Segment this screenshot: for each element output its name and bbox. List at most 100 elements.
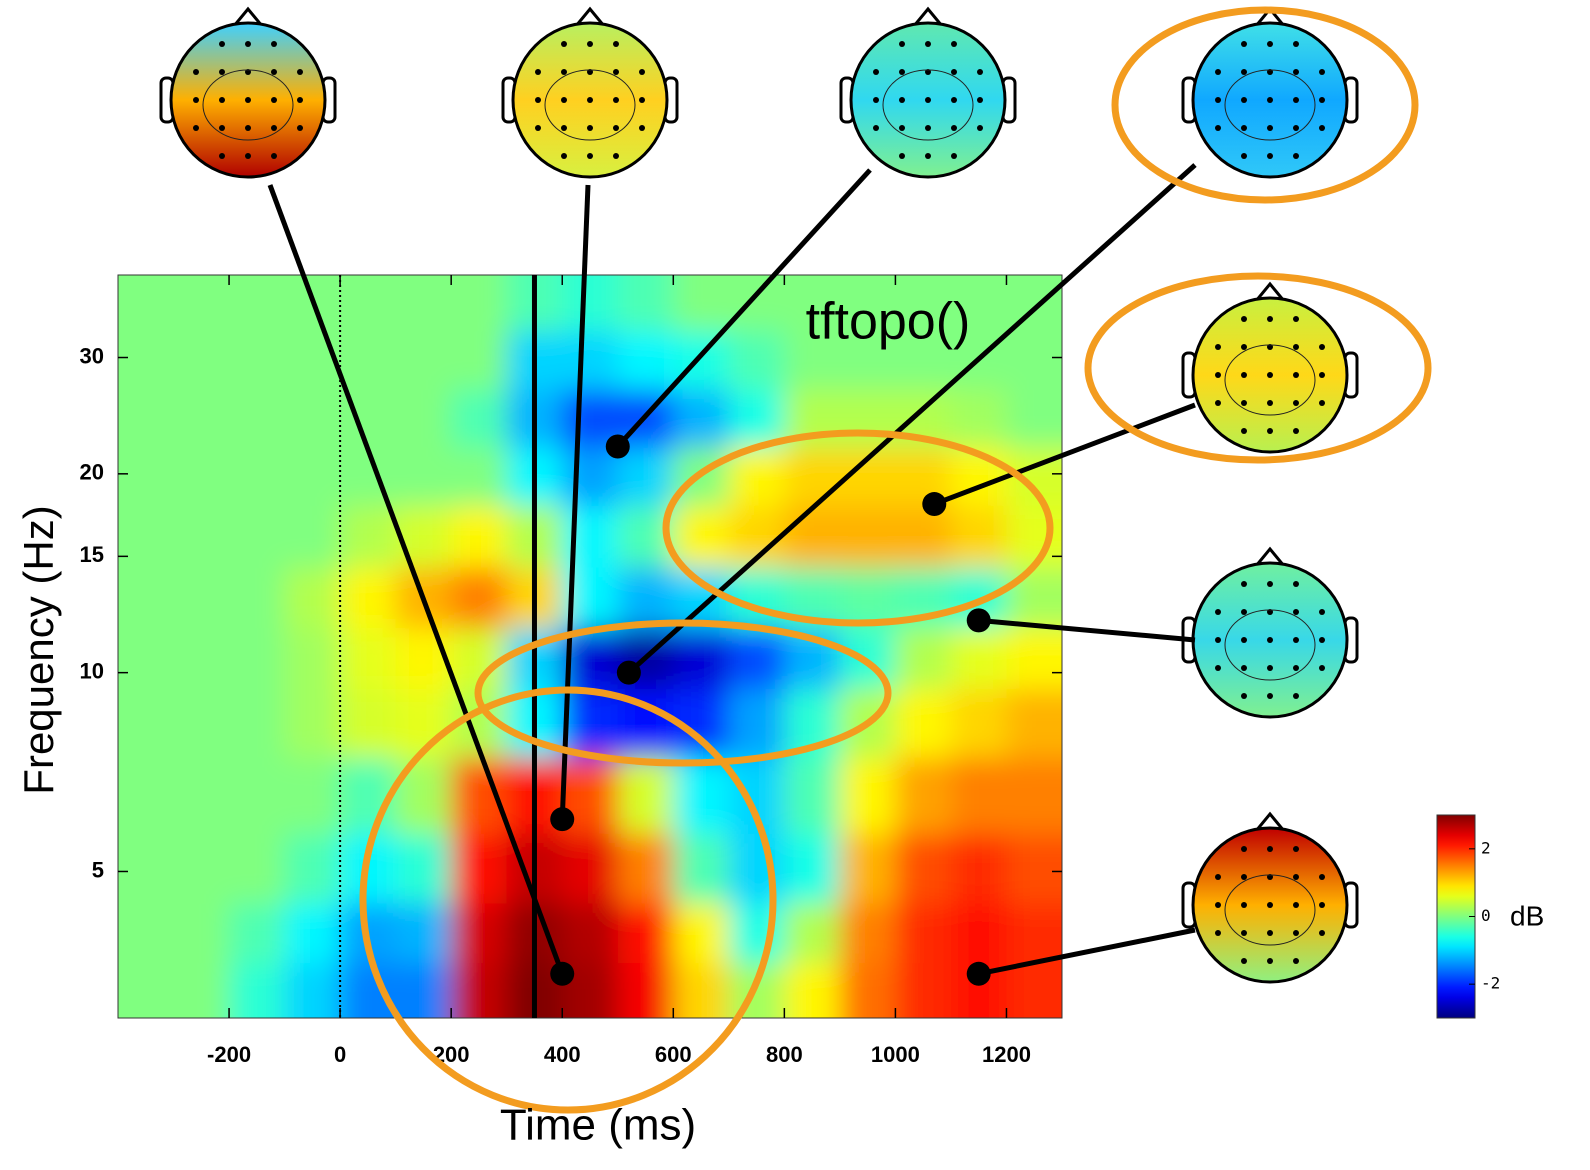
electrode (639, 69, 645, 75)
electrode (271, 41, 277, 47)
electrode (587, 41, 593, 47)
electrode (1241, 428, 1247, 434)
electrode (1241, 316, 1247, 322)
heat-cell (840, 834, 896, 904)
heat-cell (1006, 506, 1102, 568)
electrode (1319, 637, 1325, 643)
heat-cell (951, 903, 1007, 963)
electrode (561, 125, 567, 131)
electrode (1293, 344, 1299, 350)
heat-cell (396, 331, 452, 390)
electrode (1319, 930, 1325, 936)
heat-cell (1006, 235, 1102, 332)
electrode (1241, 400, 1247, 406)
electrode (613, 41, 619, 47)
electrode (1241, 846, 1247, 852)
annotation: tftopo() (806, 293, 971, 351)
heat-cell (673, 628, 729, 689)
heat-cell (174, 758, 230, 835)
electrode (297, 125, 303, 131)
point (550, 962, 574, 986)
electrode (1267, 902, 1273, 908)
heat-cell (78, 568, 174, 629)
electrode (639, 125, 645, 131)
heat-cell (951, 390, 1007, 449)
electrode (1319, 874, 1325, 880)
heat-cell (174, 568, 230, 629)
heat-cell (340, 628, 396, 689)
electrode (613, 69, 619, 75)
heat-cell (229, 903, 285, 963)
electrode (1241, 97, 1247, 103)
electrode (1267, 958, 1273, 964)
electrode (1267, 581, 1273, 587)
heat-cell (1006, 390, 1102, 449)
point (606, 434, 630, 458)
electrode (951, 69, 957, 75)
heat-cell (229, 448, 285, 507)
point (617, 661, 641, 685)
colorbar-label: dB (1510, 900, 1544, 931)
electrode (1293, 846, 1299, 852)
heat-cell (895, 689, 951, 758)
heat-cell (229, 758, 285, 835)
heat-cell (1006, 628, 1102, 689)
heat-cell (174, 331, 230, 390)
colorbar-tick-label: -2 (1481, 974, 1500, 993)
electrode (1319, 400, 1325, 406)
heat-cell (229, 689, 285, 758)
heat-cell (174, 235, 230, 332)
heat-cell (1006, 689, 1102, 758)
electrode (219, 125, 225, 131)
heat-cell (562, 235, 618, 332)
electrode (1241, 930, 1247, 936)
heat-cell (396, 235, 452, 332)
heat-cell (174, 448, 230, 507)
electrode (977, 69, 983, 75)
heat-cell (451, 568, 507, 629)
electrode (873, 125, 879, 131)
heat-cell (174, 834, 230, 904)
electrode (899, 153, 905, 159)
electrode (535, 97, 541, 103)
heat-cell (951, 758, 1007, 835)
electrode (1241, 609, 1247, 615)
x-tick-label: 600 (655, 1042, 692, 1067)
electrode (899, 97, 905, 103)
electrode (1293, 902, 1299, 908)
electrode (245, 41, 251, 47)
heat-cell (340, 506, 396, 568)
heat-cell (784, 903, 840, 963)
electrode (1293, 69, 1299, 75)
electrode (1241, 372, 1247, 378)
electrode (1319, 344, 1325, 350)
heat-cell (729, 834, 785, 904)
electrode (1267, 930, 1273, 936)
electrode (925, 97, 931, 103)
electrode (1241, 153, 1247, 159)
heat-cell (784, 834, 840, 904)
heat-cell (229, 834, 285, 904)
heat-cell (673, 834, 729, 904)
heat-cell (784, 758, 840, 835)
electrode (219, 41, 225, 47)
heat-cell (285, 758, 341, 835)
electrode (561, 41, 567, 47)
heat-cell (285, 628, 341, 689)
electrode (1293, 930, 1299, 936)
electrode (1319, 665, 1325, 671)
heat-cell (618, 568, 674, 629)
heat-cell (285, 903, 341, 963)
electrode (899, 41, 905, 47)
y-tick-label: 30 (80, 343, 104, 368)
electrode (1215, 400, 1221, 406)
point (550, 807, 574, 831)
heat-cell (396, 834, 452, 904)
electrode (297, 69, 303, 75)
heat-cell (895, 903, 951, 963)
electrode (1241, 344, 1247, 350)
electrode (1215, 930, 1221, 936)
electrode (1293, 637, 1299, 643)
heat-cell (78, 903, 174, 963)
heat-cell (285, 506, 341, 568)
